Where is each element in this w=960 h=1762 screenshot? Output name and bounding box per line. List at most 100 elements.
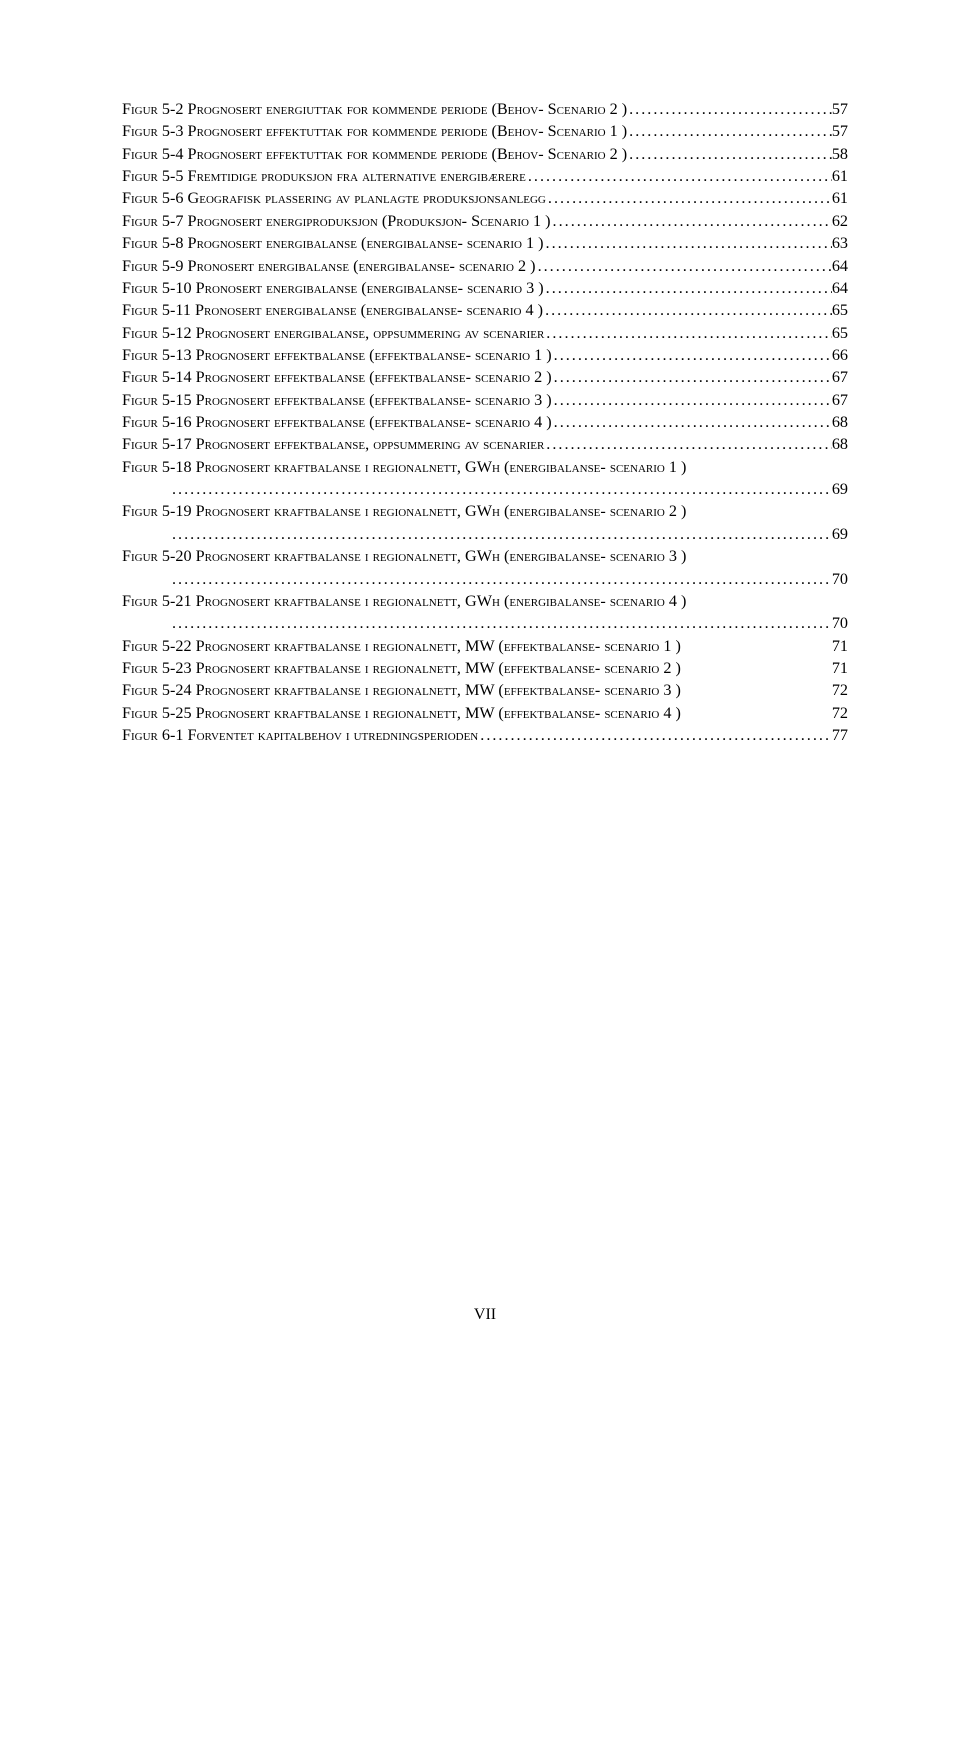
figure-entry-label: Figur 5-23 Prognosert kraftbalanse i reg… xyxy=(122,657,681,679)
figure-entry: Figur 5-10 Pronosert energibalanse (ener… xyxy=(122,277,848,299)
figure-entry-page: 70 xyxy=(832,612,848,634)
figure-entry-page: 65 xyxy=(832,299,848,321)
figure-entry: Figur 5-21 Prognosert kraftbalanse i reg… xyxy=(122,590,848,612)
figure-entry: Figur 5-8 Prognosert energibalanse (ener… xyxy=(122,232,848,254)
figure-entry: Figur 5-7 Prognosert energiproduksjon (P… xyxy=(122,210,848,232)
figure-entry-page: 68 xyxy=(832,411,848,433)
figure-entry-label: Figur 5-17 Prognosert effektbalanse, opp… xyxy=(122,433,544,455)
figure-entry: Figur 5-6 Geografisk plassering av planl… xyxy=(122,187,848,209)
leader-dots: ........................................… xyxy=(544,433,832,455)
page-container: Figur 5-2 Prognosert energiuttak for kom… xyxy=(0,0,960,1364)
figure-entry: Figur 5-19 Prognosert kraftbalanse i reg… xyxy=(122,500,848,522)
leader-dots: ........................................… xyxy=(544,277,832,299)
figure-entry-page: 65 xyxy=(832,322,848,344)
leader-dots: ........................................… xyxy=(543,299,832,321)
figure-entry-page: 62 xyxy=(832,210,848,232)
leader-dots: ........................................… xyxy=(544,232,832,254)
figure-entry-page: 70 xyxy=(832,568,848,590)
figure-entry-label: Figur 5-12 Prognosert energibalanse, opp… xyxy=(122,322,544,344)
figure-entry-page: 61 xyxy=(832,187,848,209)
figure-entry-continuation: ........................................… xyxy=(122,523,848,545)
figure-entry-page: 69 xyxy=(832,478,848,500)
leader-dots: ........................................… xyxy=(627,143,832,165)
leader-dots: ........................................… xyxy=(546,187,832,209)
figure-entry-page: 72 xyxy=(832,679,848,701)
figure-entry: Figur 5-15 Prognosert effektbalanse (eff… xyxy=(122,389,848,411)
figure-entry-page: 61 xyxy=(832,165,848,187)
figure-entry: Figur 5-5 Fremtidige produksjon fra alte… xyxy=(122,165,848,187)
figure-entry-page: 66 xyxy=(832,344,848,366)
figure-entry-page: 67 xyxy=(832,366,848,388)
figure-entry: Figur 5-4 Prognosert effektuttak for kom… xyxy=(122,143,848,165)
figure-entry: Figur 5-3 Prognosert effektuttak for kom… xyxy=(122,120,848,142)
figure-entry-continuation: ........................................… xyxy=(122,612,848,634)
leader-dots: ........................................… xyxy=(627,120,832,142)
figure-entry-label: Figur 5-8 Prognosert energibalanse (ener… xyxy=(122,232,544,254)
leader-dots: ........................................… xyxy=(552,389,832,411)
figure-entry-label: Figur 5-3 Prognosert effektuttak for kom… xyxy=(122,120,627,142)
leader-dots: ........................................… xyxy=(552,411,832,433)
figure-entry-page: 71 xyxy=(832,635,848,657)
figure-entry-label: Figur 5-5 Fremtidige produksjon fra alte… xyxy=(122,165,526,187)
figure-entry-label: Figur 5-21 Prognosert kraftbalanse i reg… xyxy=(122,590,686,612)
page-number-footer: VII xyxy=(122,1306,848,1364)
figure-entry-continuation: ........................................… xyxy=(122,478,848,500)
figure-entry: Figur 5-2 Prognosert energiuttak for kom… xyxy=(122,98,848,120)
figure-entry: Figur 5-14 Prognosert effektbalanse (eff… xyxy=(122,366,848,388)
figure-entry-label: Figur 5-2 Prognosert energiuttak for kom… xyxy=(122,98,627,120)
figure-entry-continuation: ........................................… xyxy=(122,568,848,590)
figure-entry-label: Figur 5-20 Prognosert kraftbalanse i reg… xyxy=(122,545,686,567)
figure-entry-label: Figur 6-1 Forventet kapitalbehov i utred… xyxy=(122,724,478,746)
figure-entry: Figur 5-18 Prognosert kraftbalanse i reg… xyxy=(122,456,848,478)
leader-dots: ........................................… xyxy=(170,478,832,500)
figure-entry: Figur 5-24 Prognosert kraftbalanse i reg… xyxy=(122,679,848,701)
figure-entry-label: Figur 5-15 Prognosert effektbalanse (eff… xyxy=(122,389,552,411)
figure-entry: Figur 5-17 Prognosert effektbalanse, opp… xyxy=(122,433,848,455)
leader-dots: ........................................… xyxy=(170,568,832,590)
figure-entry-label: Figur 5-25 Prognosert kraftbalanse i reg… xyxy=(122,702,681,724)
figure-entry-page: 58 xyxy=(832,143,848,165)
leader-dots: ........................................… xyxy=(627,98,832,120)
figure-entry: Figur 5-23 Prognosert kraftbalanse i reg… xyxy=(122,657,848,679)
figure-entry-label: Figur 5-16 Prognosert effektbalanse (eff… xyxy=(122,411,552,433)
figure-entry-page: 63 xyxy=(832,232,848,254)
figure-entry-page: 57 xyxy=(832,98,848,120)
figure-entry-label: Figur 5-4 Prognosert effektuttak for kom… xyxy=(122,143,627,165)
figure-entry: Figur 5-20 Prognosert kraftbalanse i reg… xyxy=(122,545,848,567)
figure-entry-label: Figur 5-18 Prognosert kraftbalanse i reg… xyxy=(122,456,686,478)
figure-entry: Figur 5-11 Pronosert energibalanse (ener… xyxy=(122,299,848,321)
leader-dots: ........................................… xyxy=(552,344,832,366)
leader-dots: ........................................… xyxy=(526,165,832,187)
figure-entry-page: 67 xyxy=(832,389,848,411)
figure-entry: Figur 5-22 Prognosert kraftbalanse i reg… xyxy=(122,635,848,657)
figure-entry-page: 68 xyxy=(832,433,848,455)
figure-entry-page: 57 xyxy=(832,120,848,142)
figure-entry-label: Figur 5-10 Pronosert energibalanse (ener… xyxy=(122,277,544,299)
leader-dots: ........................................… xyxy=(552,366,832,388)
figure-entry-label: Figur 5-13 Prognosert effektbalanse (eff… xyxy=(122,344,552,366)
figure-entry: Figur 5-13 Prognosert effektbalanse (eff… xyxy=(122,344,848,366)
figure-entry-label: Figur 5-9 Pronosert energibalanse (energ… xyxy=(122,255,536,277)
leader-dots: ........................................… xyxy=(536,255,832,277)
figure-entry-label: Figur 5-24 Prognosert kraftbalanse i reg… xyxy=(122,679,681,701)
figure-entry-page: 69 xyxy=(832,523,848,545)
leader-dots: ........................................… xyxy=(478,724,832,746)
leader-dots: ........................................… xyxy=(551,210,832,232)
figure-entry-label: Figur 5-7 Prognosert energiproduksjon (P… xyxy=(122,210,551,232)
figure-entry-page: 71 xyxy=(832,657,848,679)
figure-list: Figur 5-2 Prognosert energiuttak for kom… xyxy=(122,98,848,746)
figure-entry: Figur 5-12 Prognosert energibalanse, opp… xyxy=(122,322,848,344)
figure-entry-page: 72 xyxy=(832,702,848,724)
figure-entry: Figur 6-1 Forventet kapitalbehov i utred… xyxy=(122,724,848,746)
leader-dots: ........................................… xyxy=(170,523,832,545)
figure-entry-label: Figur 5-6 Geografisk plassering av planl… xyxy=(122,187,546,209)
figure-entry: Figur 5-9 Pronosert energibalanse (energ… xyxy=(122,255,848,277)
leader-dots: ........................................… xyxy=(544,322,832,344)
figure-entry-page: 64 xyxy=(832,277,848,299)
figure-entry-page: 77 xyxy=(832,724,848,746)
leader-dots: ........................................… xyxy=(170,612,832,634)
figure-entry-label: Figur 5-14 Prognosert effektbalanse (eff… xyxy=(122,366,552,388)
figure-entry-page: 64 xyxy=(832,255,848,277)
figure-entry: Figur 5-16 Prognosert effektbalanse (eff… xyxy=(122,411,848,433)
figure-entry-label: Figur 5-11 Pronosert energibalanse (ener… xyxy=(122,299,543,321)
